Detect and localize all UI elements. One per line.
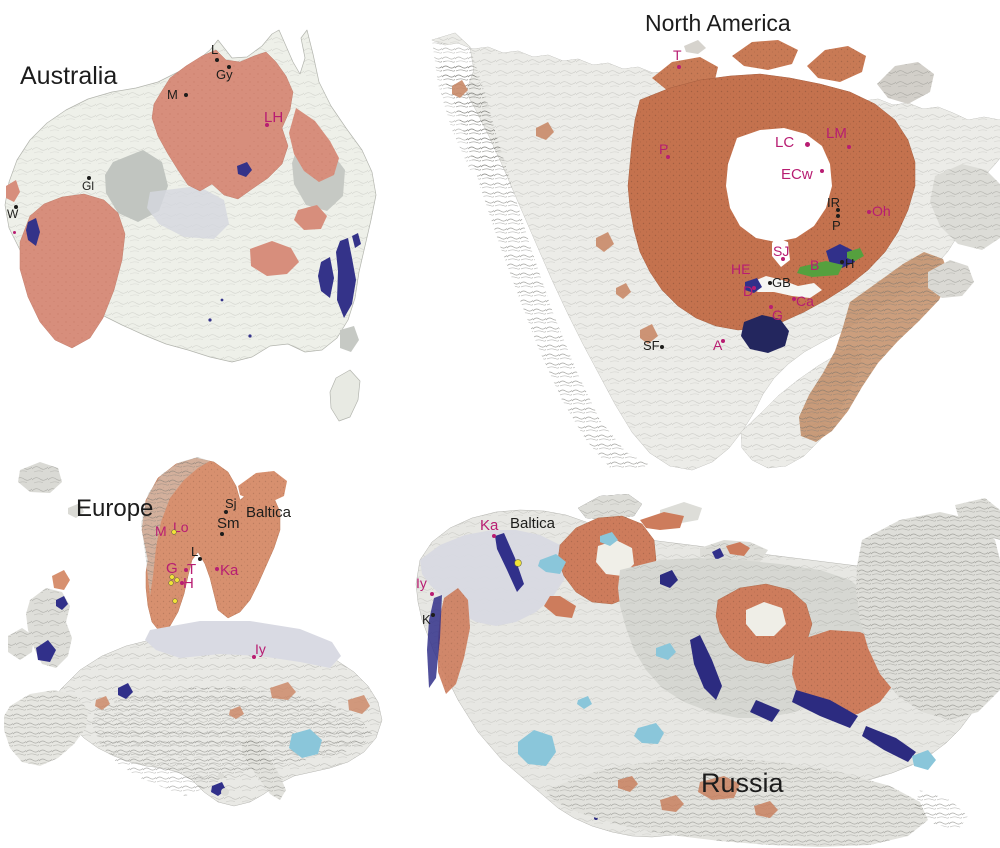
map-north-america xyxy=(431,32,1000,471)
label-north-america-HE: HE xyxy=(731,261,751,277)
sample-dot-north-america xyxy=(752,286,756,290)
sample-dot-europe xyxy=(169,574,175,580)
sample-dot-russia xyxy=(492,534,496,538)
sample-dot-australia xyxy=(14,205,18,209)
label-north-america-D: D xyxy=(743,283,754,299)
sample-dot-europe xyxy=(174,577,180,583)
label-russia-Iy: Iy xyxy=(416,575,427,591)
sample-dot-russia xyxy=(430,592,434,596)
sample-dot-north-america xyxy=(666,155,670,159)
sample-dot-europe xyxy=(198,557,202,561)
sample-dot-australia xyxy=(87,176,91,180)
label-europe-Sm: Sm xyxy=(217,515,240,532)
sample-dot-north-america xyxy=(792,297,796,301)
label-north-america-T: T xyxy=(673,47,682,63)
map-australia xyxy=(4,29,377,422)
label-europe-Baltica: Baltica xyxy=(246,504,292,521)
map-europe xyxy=(4,457,383,807)
sample-dot-north-america xyxy=(840,260,844,264)
label-north-america-H: H xyxy=(845,256,855,271)
sample-dot-north-america xyxy=(836,208,840,212)
sample-dot-north-america xyxy=(660,345,664,349)
sample-dot-north-america xyxy=(768,281,772,285)
panel-title-australia: Australia xyxy=(20,62,118,90)
sample-dot-north-america xyxy=(820,169,824,173)
sample-dot-north-america xyxy=(677,65,681,69)
label-australia-LH: LH xyxy=(264,109,284,126)
label-europe-L: L xyxy=(191,544,199,559)
sample-dot-europe xyxy=(184,568,188,572)
label-russia-Ka: Ka xyxy=(480,517,499,534)
label-australia-Gl: Gl xyxy=(82,179,94,193)
sample-dot-europe xyxy=(215,567,219,571)
label-north-america-LC: LC xyxy=(775,134,795,151)
label-europe-H: H xyxy=(183,575,194,592)
sample-dot-europe xyxy=(171,529,177,535)
label-europe-Iy: Iy xyxy=(255,641,266,657)
sample-dot-north-america xyxy=(847,145,851,149)
label-europe-G: G xyxy=(166,560,178,577)
label-north-america-Ca: Ca xyxy=(796,293,814,309)
label-russia-K: K xyxy=(422,612,431,627)
panel-title-europe: Europe xyxy=(76,495,154,522)
panel-title-russia: Russia xyxy=(701,768,784,798)
label-north-america-SJ: SJ xyxy=(773,243,790,259)
label-north-america-GB: GB xyxy=(772,275,791,290)
sample-dot-russia xyxy=(431,613,435,617)
label-north-america-IR: IR xyxy=(827,195,840,210)
label-europe-M: M xyxy=(155,523,167,539)
label-australia-L: L xyxy=(211,42,219,57)
sample-dot-australia xyxy=(265,123,269,127)
sample-dot-north-america xyxy=(804,141,810,147)
label-australia-Gy: Gy xyxy=(216,67,233,82)
label-north-america-P: P xyxy=(832,218,841,233)
label-north-america-Oh: Oh xyxy=(872,203,891,219)
sample-dot-north-america xyxy=(867,210,871,214)
label-russia-Baltica: Baltica xyxy=(510,515,556,532)
sample-dot-europe xyxy=(172,598,178,604)
sample-dot-north-america xyxy=(721,339,725,343)
label-europe-T: T xyxy=(187,561,197,578)
label-north-america-A: A xyxy=(713,337,723,353)
label-europe-Sj: Sj xyxy=(225,496,237,511)
sample-dot-europe xyxy=(220,532,224,536)
label-australia-M: M xyxy=(167,87,178,102)
sample-dot-europe xyxy=(168,580,174,586)
sample-dot-north-america xyxy=(836,214,840,218)
label-north-america-P: P xyxy=(659,141,669,157)
sample-dot-europe xyxy=(224,510,228,514)
sample-dot-australia xyxy=(227,65,231,69)
label-europe-Lo: Lo xyxy=(173,519,189,535)
panel-title-north-america: North America xyxy=(645,10,791,36)
label-north-america-SF: SF xyxy=(643,338,660,353)
label-north-america-B: B xyxy=(810,257,820,273)
map-russia xyxy=(415,494,1000,847)
sample-dot-north-america xyxy=(781,257,785,261)
sample-dot-north-america xyxy=(769,305,773,309)
label-north-america-ECw: ECw xyxy=(781,166,813,183)
sample-dot-australia xyxy=(215,58,219,62)
label-australia-W: W xyxy=(7,207,19,221)
sample-dot-russia xyxy=(515,560,521,566)
label-europe-Ka: Ka xyxy=(220,562,239,579)
sample-dot-europe xyxy=(180,581,184,585)
sample-dot-australia xyxy=(184,93,188,97)
sample-dot-australia xyxy=(12,230,16,234)
sample-dot-europe xyxy=(252,655,256,659)
label-north-america-LM: LM xyxy=(826,125,847,142)
label-north-america-G: G xyxy=(772,307,783,323)
